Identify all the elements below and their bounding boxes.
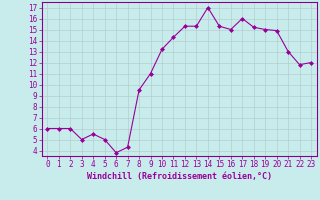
X-axis label: Windchill (Refroidissement éolien,°C): Windchill (Refroidissement éolien,°C) (87, 172, 272, 181)
